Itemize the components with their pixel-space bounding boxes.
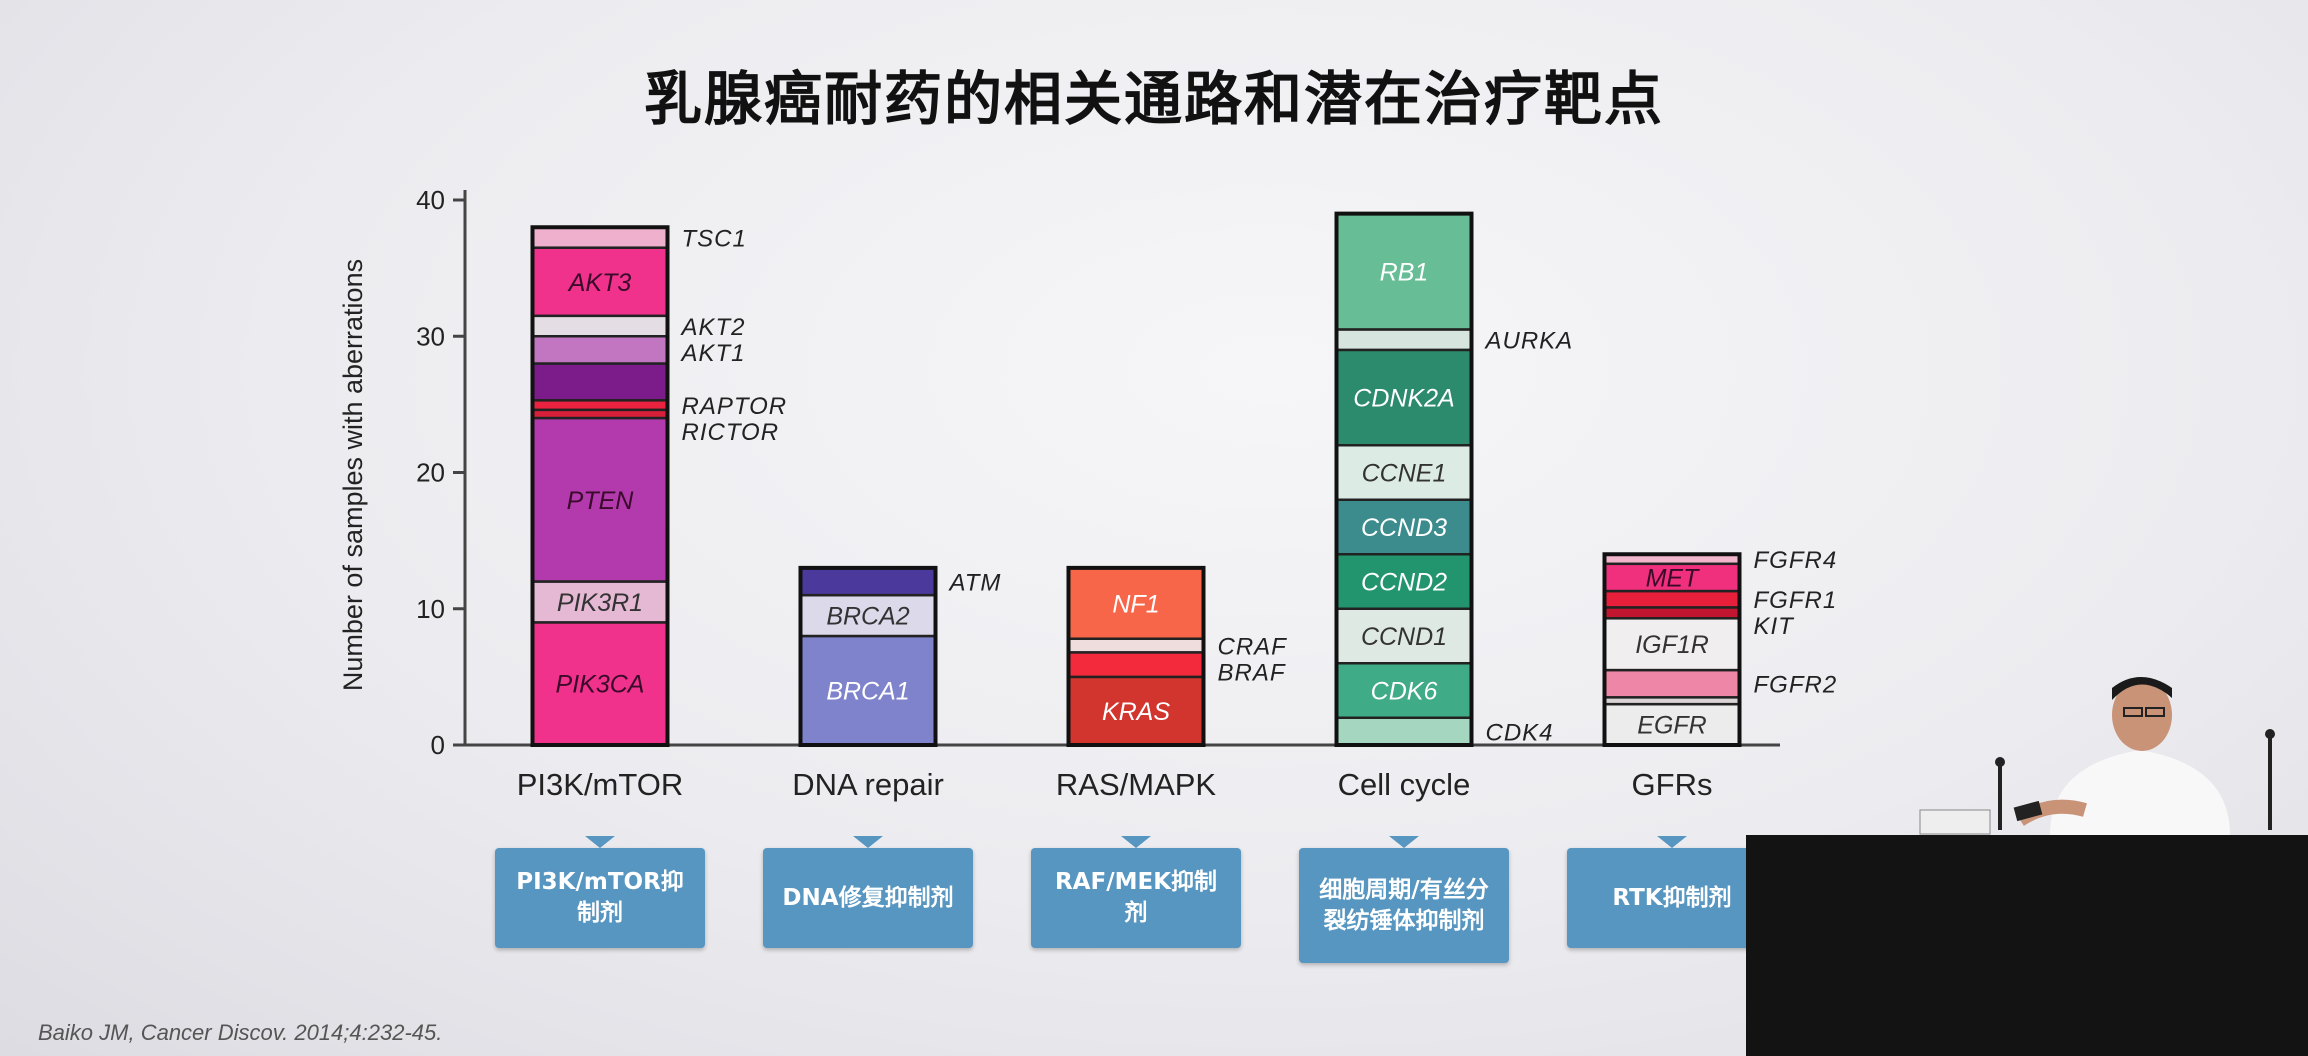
therapy-box: PI3K/mTOR抑制剂 bbox=[495, 848, 705, 948]
bar-segment bbox=[1603, 668, 1741, 699]
segment-callout-label: AKT2 bbox=[680, 314, 746, 341]
segment-label: MET bbox=[1646, 564, 1701, 592]
segment-label: CCND1 bbox=[1361, 623, 1447, 651]
segment-callout-label: RICTOR bbox=[682, 419, 780, 446]
citation: Baiko JM, Cancer Discov. 2014;4:232-45. bbox=[38, 1020, 443, 1045]
x-category-label: PI3K/mTOR bbox=[517, 767, 684, 802]
segment-label: PIK3CA bbox=[556, 671, 645, 699]
y-tick-label: 40 bbox=[416, 185, 445, 215]
segment-label: NF1 bbox=[1112, 590, 1159, 618]
segment-callout-label: FGFR2 bbox=[1754, 672, 1838, 699]
therapy-box: DNA修复抑制剂 bbox=[763, 848, 973, 948]
bar-outline bbox=[1066, 565, 1206, 747]
bar-segment bbox=[1335, 662, 1473, 719]
bar-segment bbox=[799, 593, 937, 638]
bar-segment bbox=[531, 362, 669, 402]
bar-segment bbox=[1335, 716, 1473, 747]
therapy-arrow bbox=[1657, 836, 1687, 848]
segment-callout-label: ATM bbox=[948, 570, 1002, 597]
x-category-label: Cell cycle bbox=[1338, 767, 1471, 802]
segment-callout-label: RAPTOR bbox=[682, 393, 788, 420]
speaker-figure bbox=[1919, 677, 2275, 835]
bar-outline bbox=[798, 565, 938, 747]
therapy-box: RAF/MEK抑制剂 bbox=[1031, 848, 1241, 948]
segment-callout-label: AKT1 bbox=[680, 340, 746, 367]
bar-segment bbox=[1067, 651, 1205, 679]
therapy-arrow bbox=[853, 836, 883, 848]
segment-label: EGFR bbox=[1637, 712, 1706, 740]
bar-segment bbox=[1603, 606, 1741, 620]
segment-label: KRAS bbox=[1102, 698, 1170, 726]
therapy-arrow bbox=[1121, 836, 1151, 848]
therapy-box: 细胞周期/有丝分裂纺锤体抑制剂 bbox=[1299, 848, 1509, 963]
segment-label: CDNK2A bbox=[1353, 385, 1454, 413]
segment-label: RB1 bbox=[1380, 259, 1429, 287]
segment-label: CCND2 bbox=[1361, 569, 1447, 597]
bar-segment bbox=[1603, 589, 1741, 609]
y-tick-label: 20 bbox=[416, 458, 445, 488]
podium bbox=[1746, 835, 2308, 1056]
bar-outline bbox=[1334, 211, 1474, 747]
segment-label: BRCA1 bbox=[826, 678, 909, 706]
bar-segment bbox=[531, 416, 669, 583]
segment-callout-label: FGFR1 bbox=[1754, 587, 1838, 614]
segment-callout-label: FGFR4 bbox=[1754, 547, 1838, 574]
bar-segment bbox=[1335, 498, 1473, 556]
bar-segment bbox=[531, 335, 669, 365]
segment-label: AKT3 bbox=[567, 269, 632, 297]
segment-label: PTEN bbox=[567, 487, 635, 515]
bar-outline bbox=[530, 225, 670, 747]
segment-label: IGF1R bbox=[1635, 631, 1709, 659]
therapy-arrow bbox=[1389, 836, 1419, 848]
bar-segment bbox=[1335, 348, 1473, 447]
y-tick-label: 30 bbox=[416, 321, 445, 351]
therapy-arrow bbox=[585, 836, 615, 848]
y-tick-label: 0 bbox=[431, 730, 445, 760]
y-axis-label: Number of samples with aberrations bbox=[338, 259, 368, 691]
segment-callout-label: CRAF bbox=[1218, 634, 1288, 661]
segment-label: PIK3R1 bbox=[557, 589, 643, 617]
bar-segment bbox=[531, 226, 669, 249]
bar-segment bbox=[1335, 328, 1473, 352]
segment-callout-label: TSC1 bbox=[682, 225, 747, 252]
bar-segment bbox=[1067, 637, 1205, 654]
segment-callout-label: CDK4 bbox=[1486, 719, 1554, 746]
segment-label: CDK6 bbox=[1371, 678, 1438, 706]
y-tick-label: 10 bbox=[416, 594, 445, 624]
therapy-box: RTK抑制剂 bbox=[1567, 848, 1777, 948]
bar-outline bbox=[1602, 552, 1742, 747]
bar-segment bbox=[531, 314, 669, 338]
bar-segment bbox=[799, 566, 937, 597]
x-category-label: GFRs bbox=[1632, 767, 1713, 802]
segment-label: BRCA2 bbox=[826, 603, 909, 631]
slide-title: 乳腺癌耐药的相关通路和潜在治疗靶点 bbox=[643, 65, 1664, 133]
bar-segment bbox=[1603, 562, 1741, 593]
x-category-label: RAS/MAPK bbox=[1056, 767, 1217, 802]
segment-callout-label: KIT bbox=[1754, 613, 1796, 640]
bar-segment bbox=[531, 246, 669, 318]
bar-segment bbox=[531, 399, 669, 412]
segment-callout-label: BRAF bbox=[1218, 660, 1286, 687]
segment-label: CCNE1 bbox=[1362, 460, 1447, 488]
segment-callout-label: AURKA bbox=[1484, 328, 1574, 355]
segment-label: CCND3 bbox=[1361, 514, 1447, 542]
bar-segment bbox=[799, 634, 937, 747]
x-category-label: DNA repair bbox=[792, 767, 944, 802]
